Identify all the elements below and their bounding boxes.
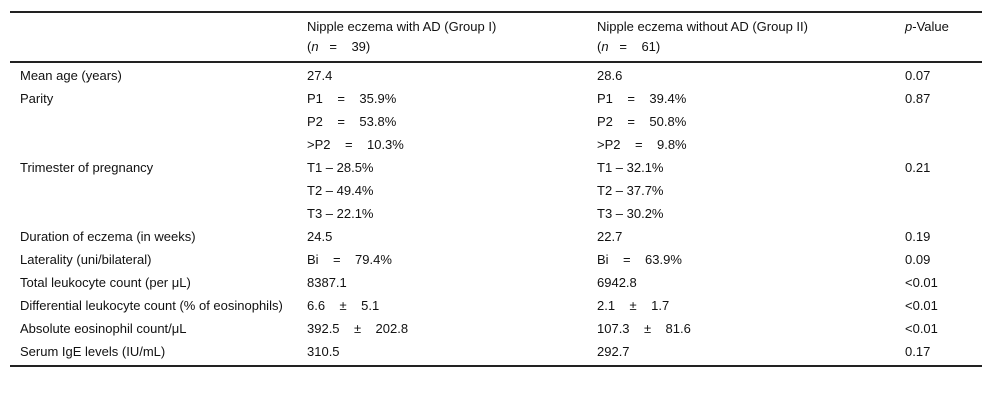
value-line: 6.6 ± 5.1: [307, 298, 380, 313]
value-line: T3 – 30.2%: [597, 206, 664, 221]
table-row: Duration of eczema (in weeks) 24.5 22.7 0.1…: [10, 225, 982, 248]
value-line: T1 – 32.1%: [597, 160, 664, 175]
table-row: Absolute eosinophil count/μL 392.5 ± 202.…: [10, 317, 982, 340]
row-label: Duration of eczema (in weeks): [20, 229, 196, 244]
p-value: 0.87: [905, 91, 931, 106]
header-group-1: Nipple eczema with AD (Group I) (n = 39): [297, 12, 587, 63]
group-1-value: Bi = 79.4%: [297, 248, 587, 271]
value-line: 27.4: [307, 68, 333, 83]
row-label: Total leukocyte count (per μL): [20, 275, 191, 290]
value-line: 292.7: [597, 344, 630, 359]
header-group-2-n: (n = 61): [597, 39, 661, 54]
row-label: Differential leukocyte count (% of eosin…: [20, 298, 283, 313]
p-value: 0.19: [905, 229, 931, 244]
table-row: Serum IgE levels (IU/mL) 310.5 292.7 0.17: [10, 340, 982, 366]
row-label: Parity: [20, 91, 54, 106]
table-row: Trimester of pregnancy T1 – 28.5% T2 – 49.…: [10, 156, 982, 225]
group-2-value: Bi = 63.9%: [587, 248, 895, 271]
group-2-value: 2.1 ± 1.7: [587, 294, 895, 317]
header-row: Nipple eczema with AD (Group I) (n = 39) …: [10, 12, 982, 63]
table-row: Parity P1 = 35.9% P2 = 53.8% >P2 = 10.3% P1 …: [10, 87, 982, 156]
group-1-value: 24.5: [297, 225, 587, 248]
p-value: 0.09: [905, 252, 931, 267]
group-2-value: 107.3 ± 81.6: [587, 317, 895, 340]
header-group-2: Nipple eczema without AD (Group II) (n = …: [587, 12, 895, 63]
header-group-1-n: (n = 39): [307, 39, 371, 54]
p-value: 0.17: [905, 344, 931, 359]
table-body: Mean age (years) 27.4 28.6 0.07 Parity P1 = 3…: [10, 62, 982, 366]
value-line: Bi = 79.4%: [307, 252, 392, 267]
row-label: Laterality (uni/bilateral): [20, 252, 152, 267]
table-row: Mean age (years) 27.4 28.6 0.07: [10, 62, 982, 87]
group-1-value: P1 = 35.9% P2 = 53.8% >P2 = 10.3%: [297, 87, 587, 156]
p-value: 0.21: [905, 160, 931, 175]
row-label: Mean age (years): [20, 68, 122, 83]
data-table: Nipple eczema with AD (Group I) (n = 39) …: [10, 11, 982, 367]
row-label: Serum IgE levels (IU/mL): [20, 344, 166, 359]
p-symbol: p: [905, 19, 913, 34]
value-line: T2 – 37.7%: [597, 183, 664, 198]
group-1-value: T1 – 28.5% T2 – 49.4% T3 – 22.1%: [297, 156, 587, 225]
value-line: T2 – 49.4%: [307, 183, 374, 198]
p-value: <0.01: [905, 275, 938, 290]
header-group-2-title: Nipple eczema without AD (Group II): [597, 19, 808, 34]
group-2-value: 28.6: [587, 62, 895, 87]
value-line: Bi = 63.9%: [597, 252, 682, 267]
value-line: 2.1 ± 1.7: [597, 298, 670, 313]
p-value: <0.01: [905, 298, 938, 313]
header-group-1-title: Nipple eczema with AD (Group I): [307, 19, 497, 34]
value-line: P2 = 50.8%: [597, 114, 687, 129]
n-value: = 39): [318, 39, 371, 54]
table-row: Differential leukocyte count (% of eosin…: [10, 294, 982, 317]
p-label: -Value: [912, 19, 949, 34]
row-label: Absolute eosinophil count/μL: [20, 321, 187, 336]
table-row: Laterality (uni/bilateral) Bi = 79.4% Bi =…: [10, 248, 982, 271]
group-2-value: P1 = 39.4% P2 = 50.8% >P2 = 9.8%: [587, 87, 895, 156]
value-line: P1 = 39.4%: [597, 91, 687, 106]
n-symbol: n: [311, 39, 319, 54]
value-line: 310.5: [307, 344, 340, 359]
table-row: Total leukocyte count (per μL) 8387.1 6942…: [10, 271, 982, 294]
p-value: 0.07: [905, 68, 931, 83]
value-line: T3 – 22.1%: [307, 206, 374, 221]
value-line: T1 – 28.5%: [307, 160, 374, 175]
value-line: 6942.8: [597, 275, 637, 290]
value-line: 22.7: [597, 229, 623, 244]
group-1-value: 8387.1: [297, 271, 587, 294]
group-2-value: 292.7: [587, 340, 895, 366]
value-line: P1 = 35.9%: [307, 91, 397, 106]
header-variable: [10, 12, 297, 63]
group-1-value: 6.6 ± 5.1: [297, 294, 587, 317]
n-value: = 61): [608, 39, 661, 54]
group-1-value: 310.5: [297, 340, 587, 366]
value-line: >P2 = 9.8%: [597, 137, 687, 152]
group-1-value: 392.5 ± 202.8: [297, 317, 587, 340]
value-line: 392.5 ± 202.8: [307, 321, 409, 336]
header-p-value: p-Value: [895, 12, 982, 63]
group-1-value: 27.4: [297, 62, 587, 87]
group-2-value: 6942.8: [587, 271, 895, 294]
value-line: 28.6: [597, 68, 623, 83]
group-2-value: T1 – 32.1% T2 – 37.7% T3 – 30.2%: [587, 156, 895, 225]
p-value: <0.01: [905, 321, 938, 336]
group-2-value: 22.7: [587, 225, 895, 248]
n-symbol: n: [601, 39, 609, 54]
value-line: 107.3 ± 81.6: [597, 321, 691, 336]
value-line: >P2 = 10.3%: [307, 137, 404, 152]
row-label: Trimester of pregnancy: [20, 160, 154, 175]
value-line: P2 = 53.8%: [307, 114, 397, 129]
value-line: 8387.1: [307, 275, 347, 290]
value-line: 24.5: [307, 229, 333, 244]
